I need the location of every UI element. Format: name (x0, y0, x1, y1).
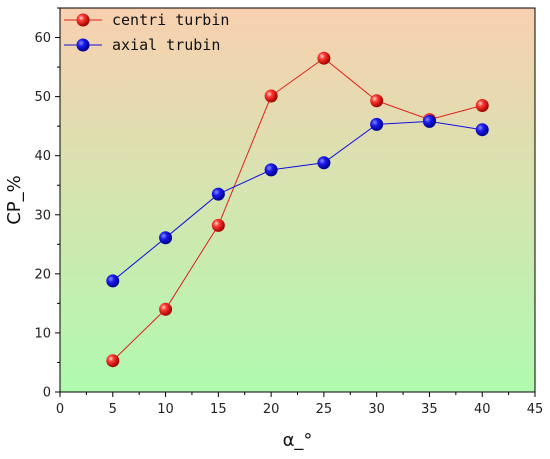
y-tick-label: 20 (34, 267, 51, 282)
legend: centri turbin axial trubin (64, 11, 229, 54)
legend-label-centri: centri turbin (112, 11, 229, 29)
series-line-0 (112, 57, 483, 362)
x-tick-label: 45 (527, 402, 544, 417)
data-point-series-0 (370, 94, 384, 108)
legend-marker-centri (76, 13, 90, 27)
x-tick-label: 10 (157, 402, 174, 417)
data-point-series-1 (370, 117, 384, 131)
legend-label-axial: axial trubin (112, 36, 220, 54)
y-axis-title: CP_% (4, 175, 25, 225)
data-point-series-1 (422, 114, 436, 128)
y-tick-label: 0 (43, 386, 51, 401)
x-tick-label: 15 (210, 402, 227, 417)
x-tick-label: 20 (263, 402, 280, 417)
data-point-series-1 (211, 187, 225, 201)
data-point-series-0 (317, 51, 331, 65)
y-tick-label: 10 (34, 326, 51, 341)
data-point-series-1 (106, 274, 120, 288)
axes-layer: 0 5 10 15 20 25 30 35 40 45 0 10 20 30 40 50 60 (34, 7, 544, 417)
series-layer (106, 51, 489, 368)
x-tick-label: 35 (421, 402, 438, 417)
y-tick-label: 40 (34, 149, 51, 164)
x-tick-label: 30 (368, 402, 385, 417)
data-point-series-0 (211, 218, 225, 232)
data-point-series-0 (106, 354, 120, 368)
data-point-series-1 (317, 156, 331, 170)
y-tick-label: 60 (34, 31, 51, 46)
y-tick-label: 50 (34, 90, 51, 105)
data-point-series-0 (475, 98, 489, 112)
series-line-1 (112, 120, 483, 282)
data-point-series-0 (264, 89, 278, 103)
legend-marker-axial (76, 38, 90, 52)
x-tick-label: 40 (474, 402, 491, 417)
x-tick-label: 0 (56, 402, 64, 417)
data-point-series-0 (159, 302, 173, 316)
x-axis-title: α_° (283, 430, 313, 451)
data-point-series-1 (159, 231, 173, 245)
y-tick-label: 30 (34, 208, 51, 223)
plot-area (60, 8, 535, 392)
data-point-series-1 (475, 123, 489, 137)
x-tick-label: 5 (109, 402, 117, 417)
x-tick-label: 25 (316, 402, 333, 417)
data-point-series-1 (264, 163, 278, 177)
